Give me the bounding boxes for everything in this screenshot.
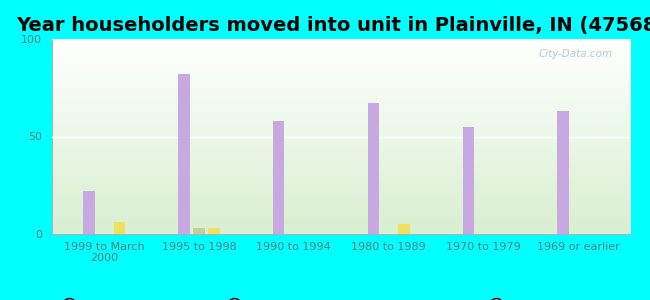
Legend: White Non-Hispanic, American Indian and Alaska Native, Hispanic or Latino: White Non-Hispanic, American Indian and … [51, 295, 631, 300]
Bar [83, 191, 95, 234]
Bar [193, 228, 205, 234]
Bar [558, 111, 569, 234]
Bar [273, 121, 284, 234]
Title: Year householders moved into unit in Plainville, IN (47568): Year householders moved into unit in Pla… [17, 16, 650, 35]
Bar [178, 74, 190, 234]
Bar [114, 222, 125, 234]
Bar [368, 103, 379, 234]
Text: City-Data.com: City-Data.com [539, 49, 613, 59]
Bar [463, 127, 474, 234]
Bar [209, 228, 220, 234]
Bar [398, 224, 410, 234]
